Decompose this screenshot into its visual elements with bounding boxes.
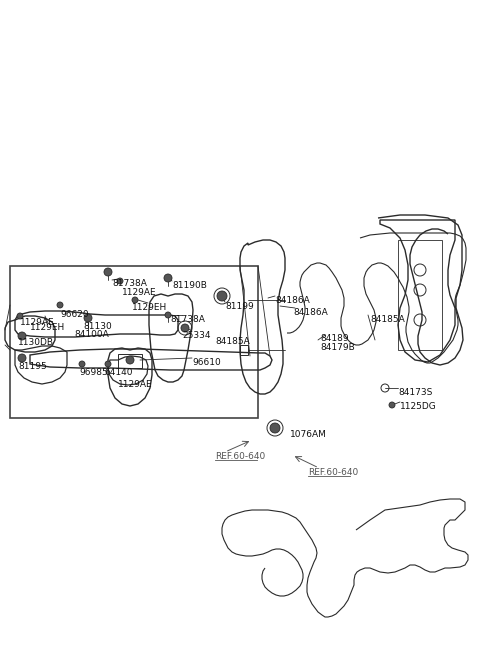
Circle shape	[105, 361, 111, 367]
Text: 1129AE: 1129AE	[20, 318, 55, 327]
Text: 1125DG: 1125DG	[400, 402, 437, 411]
Text: 84186A: 84186A	[275, 296, 310, 305]
Text: 84100A: 84100A	[74, 330, 109, 339]
Bar	[118, 354, 142, 368]
Text: 84185A: 84185A	[370, 315, 405, 324]
Circle shape	[104, 268, 112, 276]
Text: 84185A: 84185A	[215, 337, 250, 346]
Circle shape	[17, 313, 23, 319]
Circle shape	[18, 354, 26, 362]
Text: 96620: 96620	[60, 310, 89, 319]
Text: 1129AE: 1129AE	[122, 288, 156, 297]
Circle shape	[132, 297, 138, 303]
Text: REF.60-640: REF.60-640	[308, 468, 358, 477]
Text: 81738A: 81738A	[112, 279, 147, 288]
Bar	[10, 266, 258, 418]
Text: 1129EH: 1129EH	[30, 323, 65, 332]
Circle shape	[270, 423, 280, 433]
Text: 1129EH: 1129EH	[132, 303, 167, 312]
Text: 96985: 96985	[79, 368, 108, 377]
Text: 81195: 81195	[18, 362, 47, 371]
Text: 84173S: 84173S	[398, 388, 432, 397]
Circle shape	[389, 402, 395, 408]
Circle shape	[117, 278, 123, 284]
Text: 1129AE: 1129AE	[118, 380, 153, 389]
Text: 1076AM: 1076AM	[290, 430, 327, 439]
Text: 84189: 84189	[320, 334, 348, 343]
Circle shape	[181, 324, 189, 332]
Bar	[240, 345, 248, 355]
Text: REF.60-640: REF.60-640	[215, 452, 265, 461]
Text: 81199: 81199	[225, 302, 254, 311]
Text: 1130DB: 1130DB	[18, 338, 54, 347]
Text: 81738A: 81738A	[170, 315, 205, 324]
Text: 81190B: 81190B	[172, 281, 207, 290]
Circle shape	[79, 361, 85, 367]
Circle shape	[84, 314, 92, 322]
Text: 64140: 64140	[104, 368, 132, 377]
Circle shape	[57, 302, 63, 308]
Text: 81130: 81130	[83, 322, 112, 331]
Text: 96610: 96610	[192, 358, 221, 367]
Circle shape	[126, 356, 134, 364]
Circle shape	[165, 312, 171, 318]
Text: 84179B: 84179B	[320, 343, 355, 352]
Circle shape	[164, 274, 172, 282]
Circle shape	[18, 332, 26, 340]
Circle shape	[217, 291, 227, 301]
Text: 84186A: 84186A	[293, 308, 328, 317]
Text: 25334: 25334	[182, 331, 211, 340]
